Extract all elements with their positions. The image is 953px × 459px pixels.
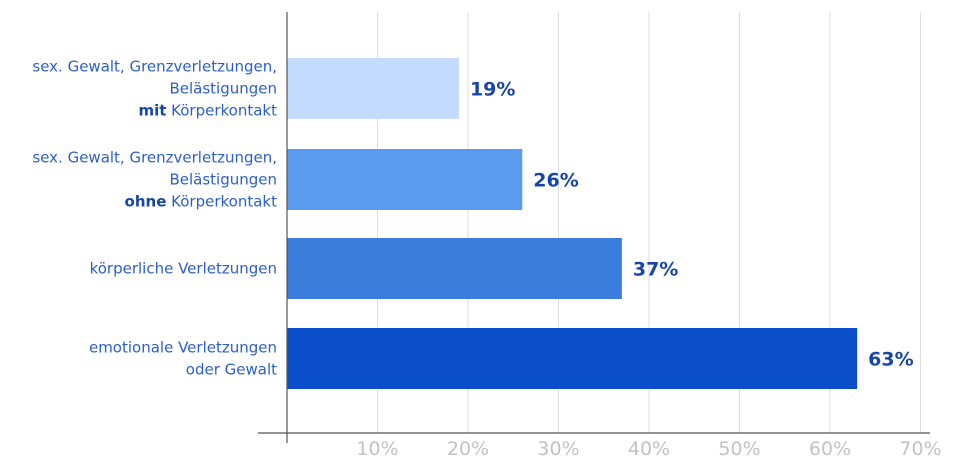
x-tick-label: 50% xyxy=(718,438,760,459)
x-tick-label: 10% xyxy=(356,438,398,459)
x-tick-labels: 10% 20% 30% 40% 50% 60% 70% xyxy=(356,438,941,459)
category-label: sex. Gewalt, Grenzverletzungen, Belästigu… xyxy=(32,58,277,120)
bar xyxy=(287,149,523,210)
data-label: 19% xyxy=(470,79,515,101)
x-tick-label: 20% xyxy=(447,438,489,459)
bar xyxy=(287,238,622,299)
bar xyxy=(287,58,459,119)
category-label: emotionale Verletzungen oder Gewalt xyxy=(89,339,277,379)
category-label: körperliche Verletzungen xyxy=(90,260,277,278)
gridlines xyxy=(377,12,921,433)
x-tick-label: 30% xyxy=(537,438,579,459)
data-label: 26% xyxy=(533,170,578,192)
bars xyxy=(287,58,858,389)
category-label: sex. Gewalt, Grenzverletzungen, Belästigu… xyxy=(32,149,277,211)
x-tick-label: 70% xyxy=(899,438,941,459)
x-tick-label: 40% xyxy=(628,438,670,459)
x-tick-label: 60% xyxy=(809,438,851,459)
value-labels: 19% 26% 37% 63% xyxy=(470,79,914,371)
bar xyxy=(287,328,858,389)
data-label: 63% xyxy=(868,349,913,371)
category-labels: sex. Gewalt, Grenzverletzungen, Belästigu… xyxy=(32,58,277,379)
data-label: 37% xyxy=(633,259,678,281)
